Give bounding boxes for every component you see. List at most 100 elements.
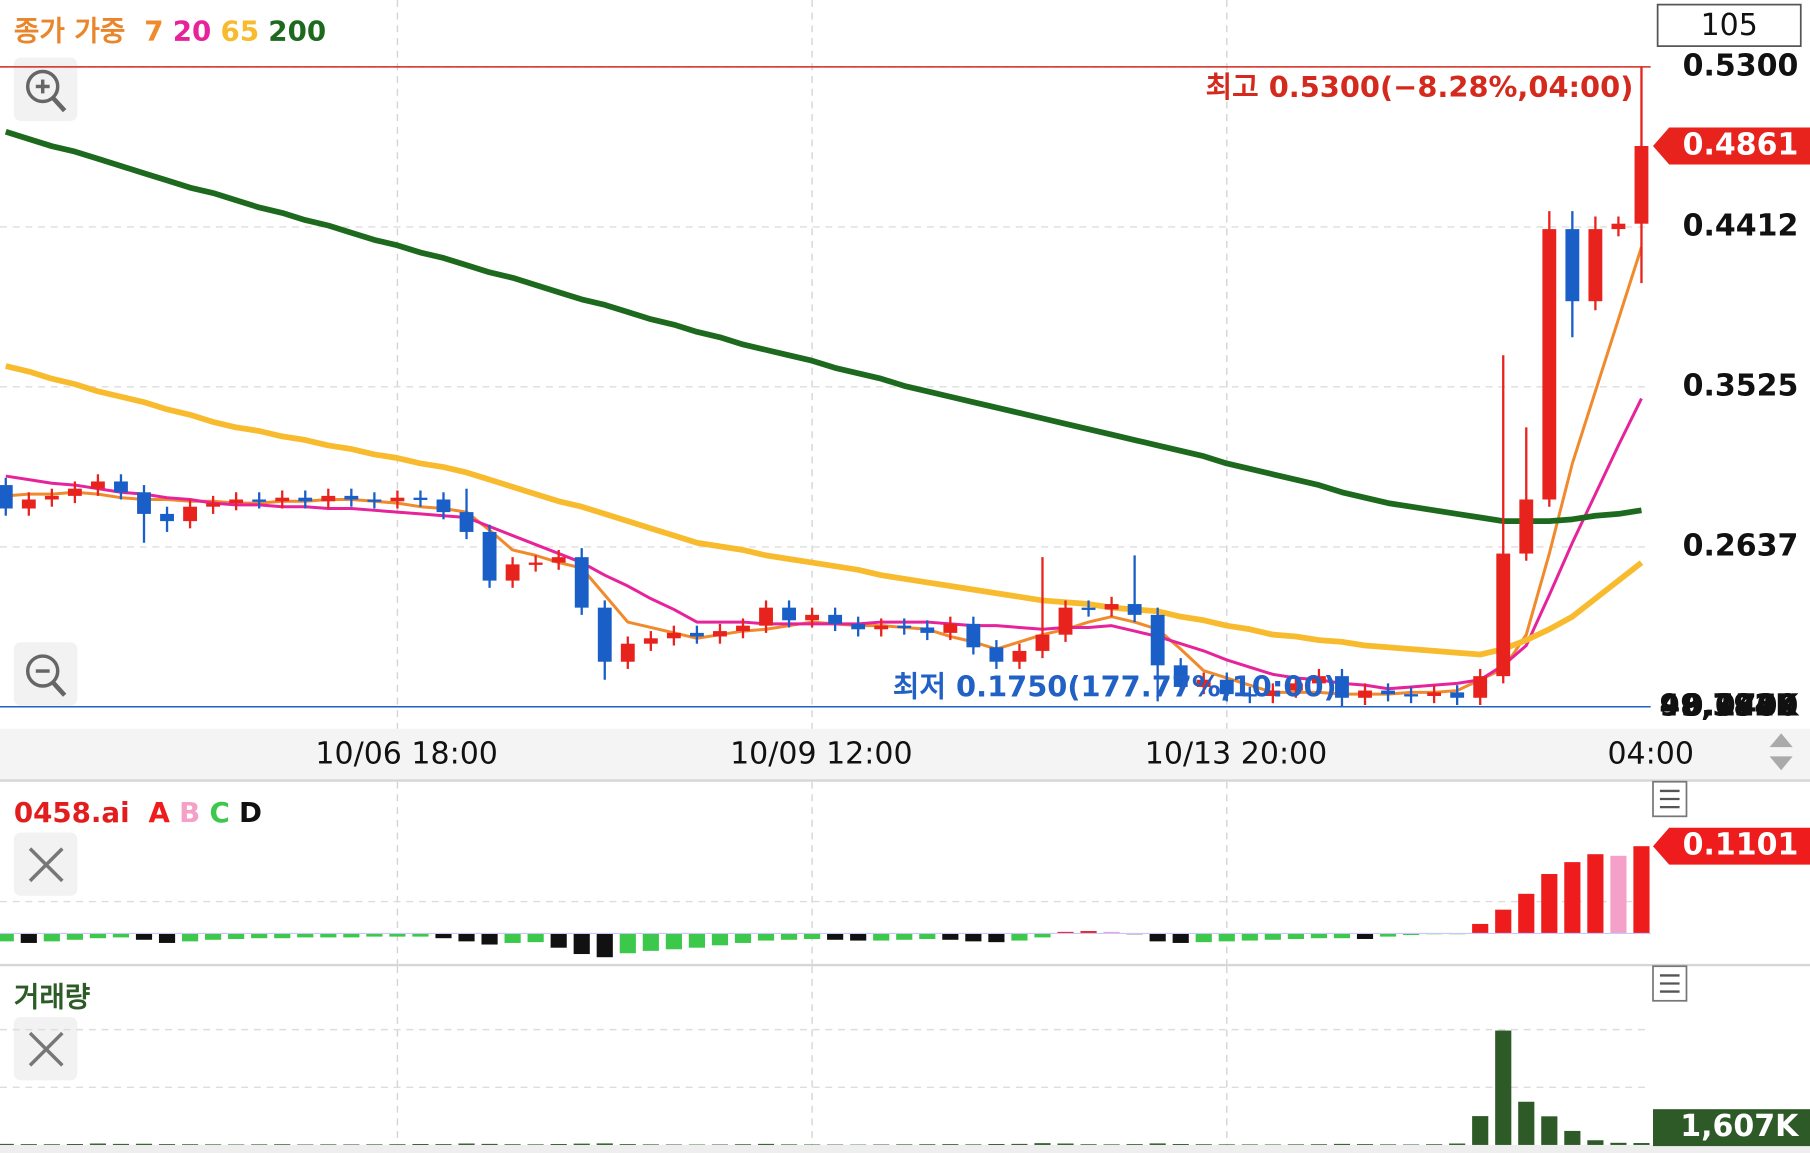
indicator-bar bbox=[965, 933, 982, 942]
candle-body bbox=[1358, 690, 1372, 698]
candle-body bbox=[1404, 694, 1419, 697]
candle-body bbox=[1473, 676, 1488, 698]
scroll-arrows[interactable] bbox=[1769, 733, 1793, 771]
candle-body bbox=[966, 623, 981, 648]
candle-body bbox=[0, 485, 13, 509]
volume-bar bbox=[1149, 1143, 1166, 1145]
indicator-title: 0458.ai bbox=[14, 796, 130, 829]
candle-body bbox=[1219, 679, 1234, 695]
indicator-bar bbox=[343, 933, 360, 938]
indicator-bar bbox=[988, 933, 1005, 943]
volume-bar bbox=[896, 1144, 913, 1145]
volume-bar bbox=[43, 1144, 60, 1145]
indicator-bar bbox=[619, 933, 636, 954]
indicator-bar bbox=[320, 933, 337, 938]
candle-body bbox=[21, 499, 36, 509]
candle-body bbox=[1335, 676, 1349, 698]
candle-body bbox=[1127, 604, 1142, 615]
indicator-bar bbox=[1057, 931, 1074, 934]
volume-bar bbox=[988, 1143, 1005, 1145]
volume-bar bbox=[1310, 1144, 1328, 1145]
volume-bar bbox=[1080, 1144, 1097, 1145]
indicator-bar bbox=[297, 933, 314, 938]
indicator-bar bbox=[435, 933, 452, 939]
indicator-bar bbox=[850, 933, 867, 941]
volume-title: 거래량 bbox=[14, 981, 90, 1014]
indicator-bar bbox=[1080, 931, 1097, 934]
candle-body bbox=[1081, 607, 1096, 610]
indicator-bar bbox=[1287, 933, 1304, 939]
candle-body bbox=[1058, 607, 1073, 635]
candle-body bbox=[1427, 692, 1442, 696]
volume-bar bbox=[527, 1144, 544, 1145]
indicator-bar bbox=[665, 933, 682, 950]
low-annotation: 최저 0.1750(177.77%,10:00) bbox=[893, 669, 1337, 703]
indicator-bar bbox=[1218, 933, 1235, 942]
candle-body bbox=[1496, 553, 1511, 677]
current-value-box bbox=[1653, 127, 1810, 165]
volume-bar bbox=[251, 1144, 268, 1145]
volume-bar bbox=[1011, 1143, 1028, 1145]
candle-body bbox=[943, 623, 958, 633]
zoom-out[interactable] bbox=[13, 642, 78, 706]
candle-body bbox=[413, 497, 428, 500]
indicator-bar bbox=[458, 933, 475, 942]
y-tick-label: 0.3525 bbox=[1683, 368, 1799, 403]
legend-entry: 200 bbox=[268, 14, 326, 47]
indicator-bar bbox=[757, 933, 775, 941]
candle-body bbox=[1634, 146, 1649, 224]
candle-body bbox=[1450, 692, 1465, 698]
indicator-bar bbox=[550, 933, 567, 948]
top-box[interactable] bbox=[1656, 3, 1802, 47]
volume-bar bbox=[1610, 1142, 1627, 1145]
close-indicator[interactable] bbox=[13, 832, 78, 896]
candle-body bbox=[1588, 229, 1603, 302]
indicator-bar bbox=[780, 933, 798, 940]
y-tick-label: 0.4412 bbox=[1683, 208, 1799, 243]
candle-body bbox=[1288, 683, 1303, 691]
candle-body bbox=[597, 607, 612, 662]
volume-bar bbox=[343, 1144, 360, 1145]
indicator-bar bbox=[1403, 933, 1420, 936]
indicator-bar bbox=[1034, 933, 1051, 938]
volume-bar bbox=[158, 1144, 176, 1145]
indicator-menu[interactable] bbox=[1652, 780, 1688, 818]
candle-body bbox=[1242, 694, 1257, 697]
indicator-bar bbox=[1518, 893, 1535, 934]
x-tick-label: 10/09 12:00 bbox=[730, 737, 912, 772]
legend-title: 종가 가중 bbox=[14, 14, 126, 47]
y-tick-label: 0.5300 bbox=[1683, 48, 1799, 83]
candle-body bbox=[782, 607, 796, 621]
volume-bar bbox=[1379, 1144, 1397, 1145]
close-volume[interactable] bbox=[13, 1016, 78, 1081]
volume-bar bbox=[1241, 1144, 1258, 1145]
indicator-bar bbox=[527, 933, 544, 943]
volume-bar bbox=[1287, 1144, 1304, 1145]
candle-body bbox=[459, 512, 474, 532]
volume-bar bbox=[919, 1144, 936, 1145]
indicator-bar bbox=[366, 933, 383, 937]
candle-body bbox=[206, 503, 221, 507]
indicator-bar bbox=[1011, 933, 1028, 941]
indicator-bar bbox=[804, 933, 821, 939]
candle-body bbox=[344, 495, 359, 500]
indicator-bar bbox=[89, 933, 107, 939]
volume-bar bbox=[942, 1144, 959, 1145]
volume-bar bbox=[112, 1143, 130, 1145]
candle-body bbox=[759, 607, 773, 626]
volume-bar bbox=[0, 1143, 14, 1145]
volume-bar bbox=[1103, 1144, 1120, 1145]
candle-body bbox=[1012, 650, 1027, 662]
volume-bar bbox=[366, 1144, 383, 1145]
volume-menu[interactable] bbox=[1652, 965, 1688, 1002]
indicator-bar bbox=[1264, 933, 1281, 940]
volume-bar bbox=[1449, 1143, 1466, 1145]
volume-bar bbox=[596, 1143, 613, 1145]
indicator-bar bbox=[688, 933, 705, 948]
volume-bar bbox=[1495, 1030, 1512, 1145]
volume-bar bbox=[734, 1144, 752, 1145]
candle-body bbox=[1265, 690, 1280, 696]
zoom-in[interactable] bbox=[13, 57, 78, 122]
